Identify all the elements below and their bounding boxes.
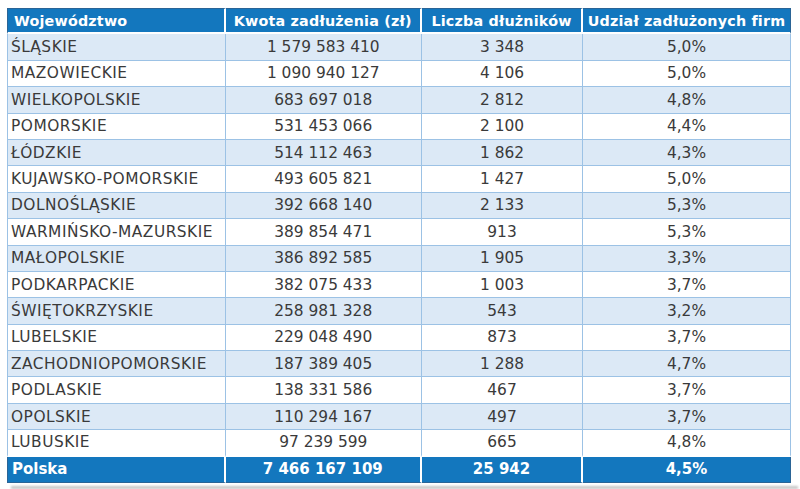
cell-kwota-10: 382 075 433 (226, 272, 423, 298)
cell-udzial-6: 5,0% (583, 166, 791, 192)
cell-liczba-1: 3 348 (422, 34, 583, 60)
cell-liczba-5: 1 862 (422, 140, 583, 166)
debt-by-voivodeship-table: WojewództwoKwota zadłużenia (zł)Liczba d… (7, 8, 791, 483)
row-label-5: ŁÓDZKIE (7, 140, 226, 166)
table-bottom-shadow (11, 486, 798, 489)
column-header-kwota: Kwota zadłużenia (zł) (226, 8, 423, 34)
column-header-wojewodztwo: Województwo (7, 8, 226, 34)
cell-udzial-9: 3,3% (583, 246, 791, 272)
row-label-7: DOLNOŚLĄSKIE (7, 193, 226, 219)
cell-udzial-3: 4,8% (583, 87, 791, 113)
cell-liczba-12: 873 (422, 325, 583, 351)
cell-udzial-10: 3,7% (583, 272, 791, 298)
cell-kwota-11: 258 981 328 (226, 298, 423, 324)
cell-udzial-16: 4,8% (583, 430, 791, 456)
row-label-1: ŚLĄSKIE (7, 34, 226, 60)
cell-liczba-3: 2 812 (422, 87, 583, 113)
cell-liczba-6: 1 427 (422, 166, 583, 192)
cell-kwota-16: 97 239 599 (226, 430, 423, 456)
cell-kwota-9: 386 892 585 (226, 246, 423, 272)
row-label-8: WARMIŃSKO-MAZURSKIE (7, 219, 226, 245)
cell-liczba-11: 543 (422, 298, 583, 324)
cell-kwota-2: 1 090 940 127 (226, 61, 423, 87)
row-label-11: ŚWIĘTOKRZYSKIE (7, 298, 226, 324)
cell-udzial-8: 5,3% (583, 219, 791, 245)
column-header-liczba: Liczba dłużników (422, 8, 583, 34)
row-label-14: PODLASKIE (7, 377, 226, 403)
cell-kwota-1: 1 579 583 410 (226, 34, 423, 60)
footer-udzial: 4,5% (583, 457, 791, 483)
cell-udzial-2: 5,0% (583, 61, 791, 87)
cell-udzial-13: 4,7% (583, 351, 791, 377)
cell-udzial-12: 3,7% (583, 325, 791, 351)
cell-kwota-4: 531 453 066 (226, 114, 423, 140)
row-label-10: PODKARPACKIE (7, 272, 226, 298)
cell-liczba-16: 665 (422, 430, 583, 456)
cell-udzial-15: 3,7% (583, 404, 791, 430)
cell-liczba-2: 4 106 (422, 61, 583, 87)
cell-udzial-14: 3,7% (583, 377, 791, 403)
row-label-6: KUJAWSKO-POMORSKIE (7, 166, 226, 192)
cell-liczba-15: 497 (422, 404, 583, 430)
cell-kwota-14: 138 331 586 (226, 377, 423, 403)
row-label-13: ZACHODNIOPOMORSKIE (7, 351, 226, 377)
cell-liczba-8: 913 (422, 219, 583, 245)
cell-liczba-10: 1 003 (422, 272, 583, 298)
cell-udzial-11: 3,2% (583, 298, 791, 324)
cell-kwota-3: 683 697 018 (226, 87, 423, 113)
cell-kwota-7: 392 668 140 (226, 193, 423, 219)
cell-udzial-5: 4,3% (583, 140, 791, 166)
cell-udzial-4: 4,4% (583, 114, 791, 140)
cell-kwota-13: 187 389 405 (226, 351, 423, 377)
cell-liczba-13: 1 288 (422, 351, 583, 377)
column-header-udzial: Udział zadłużonych firm (583, 8, 791, 34)
cell-liczba-4: 2 100 (422, 114, 583, 140)
footer-kwota: 7 466 167 109 (226, 457, 423, 483)
cell-udzial-1: 5,0% (583, 34, 791, 60)
row-label-15: OPOLSKIE (7, 404, 226, 430)
footer-label: Polska (7, 457, 226, 483)
cell-kwota-15: 110 294 167 (226, 404, 423, 430)
row-label-4: POMORSKIE (7, 114, 226, 140)
cell-kwota-8: 389 854 471 (226, 219, 423, 245)
cell-liczba-7: 2 133 (422, 193, 583, 219)
cell-liczba-9: 1 905 (422, 246, 583, 272)
cell-kwota-12: 229 048 490 (226, 325, 423, 351)
row-label-2: MAZOWIECKIE (7, 61, 226, 87)
cell-kwota-6: 493 605 821 (226, 166, 423, 192)
cell-udzial-7: 5,3% (583, 193, 791, 219)
row-label-16: LUBUSKIE (7, 430, 226, 456)
footer-liczba: 25 942 (422, 457, 583, 483)
row-label-3: WIELKOPOLSKIE (7, 87, 226, 113)
cell-liczba-14: 467 (422, 377, 583, 403)
row-label-12: LUBELSKIE (7, 325, 226, 351)
cell-kwota-5: 514 112 463 (226, 140, 423, 166)
row-label-9: MAŁOPOLSKIE (7, 246, 226, 272)
